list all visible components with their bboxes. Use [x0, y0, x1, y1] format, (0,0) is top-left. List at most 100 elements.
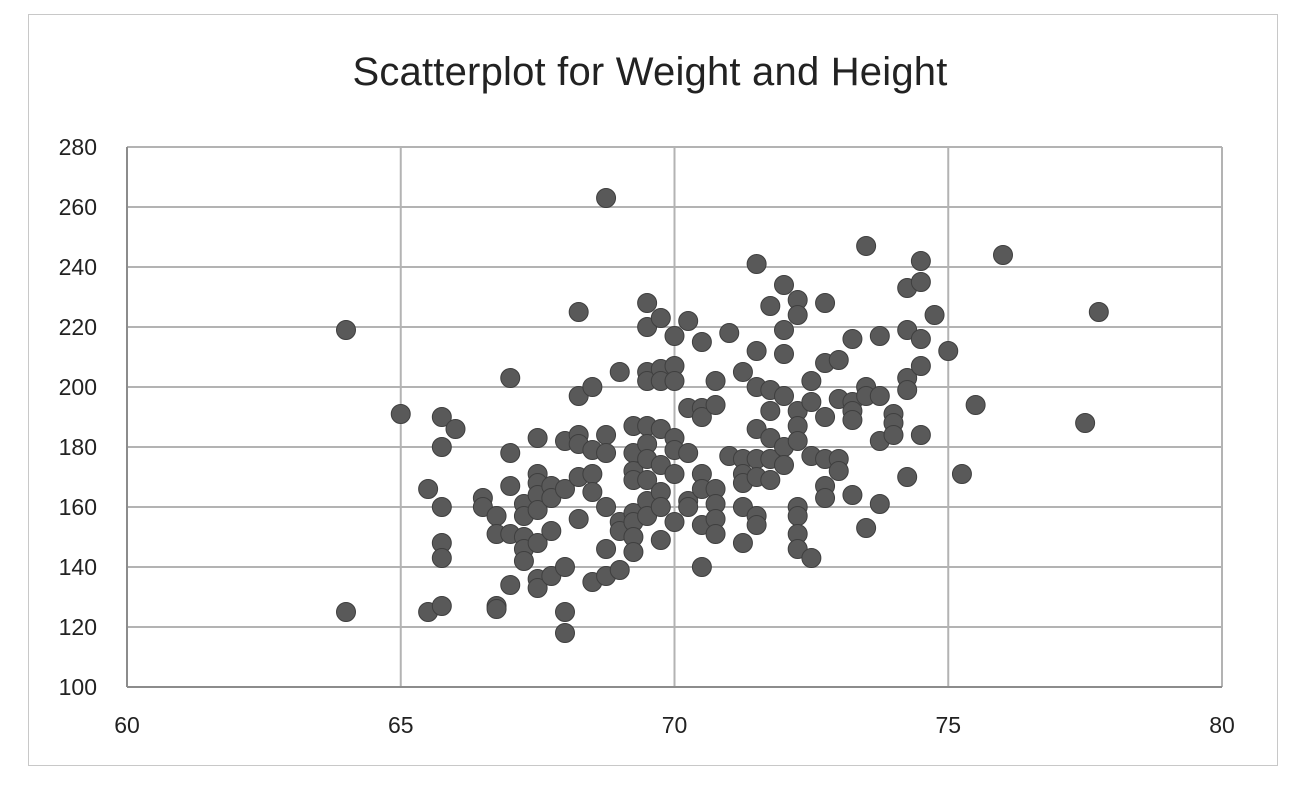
y-tick-label: 200: [59, 374, 97, 400]
data-point: [842, 485, 863, 505]
data-point: [801, 371, 822, 391]
data-point: [596, 443, 617, 463]
axes: [126, 147, 1222, 688]
data-point: [787, 431, 808, 451]
data-point: [527, 578, 548, 598]
data-point: [746, 254, 767, 274]
data-point: [691, 557, 712, 577]
data-point: [664, 464, 685, 484]
data-point: [582, 377, 603, 397]
data-point: [760, 296, 781, 316]
y-tick-label: 160: [59, 494, 97, 520]
y-tick-label: 100: [59, 674, 97, 700]
data-point: [527, 428, 548, 448]
data-point: [910, 251, 931, 271]
data-point: [582, 482, 603, 502]
data-point: [555, 557, 575, 577]
data-point: [431, 596, 452, 616]
x-tick-label: 60: [114, 712, 140, 738]
data-point: [897, 380, 918, 400]
data-point: [856, 518, 877, 538]
data-point: [774, 386, 794, 406]
data-point: [691, 332, 712, 352]
x-axis-ticks: 60 65 70 75 80: [114, 712, 1235, 738]
data-point: [993, 245, 1013, 265]
data-point: [650, 530, 671, 550]
data-point: [774, 275, 794, 295]
data-point: [760, 401, 781, 421]
data-point: [500, 476, 521, 496]
data-point: [883, 425, 904, 445]
data-point: [596, 425, 617, 445]
data-point: [336, 320, 356, 340]
data-point: [664, 371, 685, 391]
data-point: [664, 512, 685, 532]
chart-title: Scatterplot for Weight and Height: [352, 50, 948, 94]
data-point: [568, 509, 589, 529]
y-tick-label: 260: [59, 194, 97, 220]
data-point: [650, 497, 671, 517]
data-point: [1088, 302, 1109, 322]
y-tick-label: 140: [59, 554, 97, 580]
data-point: [924, 305, 945, 325]
data-point: [815, 488, 836, 508]
data-point: [596, 539, 617, 559]
data-point: [746, 515, 767, 535]
y-tick-label: 120: [59, 614, 97, 640]
data-point: [486, 506, 507, 526]
y-tick-label: 180: [59, 434, 97, 460]
data-point: [555, 623, 575, 643]
data-point: [842, 410, 863, 430]
data-point: [951, 464, 972, 484]
x-tick-label: 75: [935, 712, 961, 738]
data-point: [897, 467, 918, 487]
data-point: [774, 320, 794, 340]
data-point: [637, 293, 658, 313]
data-point: [431, 497, 452, 517]
data-points: [336, 188, 1109, 643]
x-tick-label: 80: [1209, 712, 1235, 738]
data-point: [705, 524, 726, 544]
data-point: [609, 362, 630, 382]
data-point: [815, 407, 836, 427]
data-point: [637, 470, 658, 490]
data-point: [938, 341, 959, 361]
data-point: [869, 494, 890, 514]
data-point: [582, 464, 603, 484]
data-point: [555, 602, 575, 622]
data-point: [596, 497, 617, 517]
data-point: [568, 302, 589, 322]
data-point: [596, 188, 617, 208]
data-point: [787, 305, 808, 325]
data-point: [431, 548, 452, 568]
data-point: [678, 311, 699, 331]
gridlines: [127, 146, 1223, 687]
data-point: [774, 455, 794, 475]
data-point: [664, 326, 685, 346]
x-tick-label: 65: [388, 712, 414, 738]
data-point: [623, 542, 644, 562]
x-tick-label: 70: [662, 712, 688, 738]
data-point: [336, 602, 356, 622]
chart-area: [28, 14, 1278, 766]
data-point: [965, 395, 986, 415]
data-point: [678, 443, 699, 463]
data-point: [500, 368, 521, 388]
data-point: [910, 425, 931, 445]
data-point: [815, 293, 836, 313]
data-point: [828, 461, 849, 481]
data-point: [828, 350, 849, 370]
data-point: [910, 329, 931, 349]
data-point: [609, 560, 630, 580]
data-point: [445, 419, 466, 439]
y-axis-ticks: 100 120 140 160 180 200 220 240 260 280: [59, 134, 97, 700]
data-point: [418, 479, 439, 499]
data-point: [719, 323, 740, 343]
data-point: [801, 392, 822, 412]
data-point: [486, 599, 507, 619]
data-point: [910, 356, 931, 376]
data-point: [910, 272, 931, 292]
data-point: [869, 386, 890, 406]
data-point: [732, 533, 753, 553]
